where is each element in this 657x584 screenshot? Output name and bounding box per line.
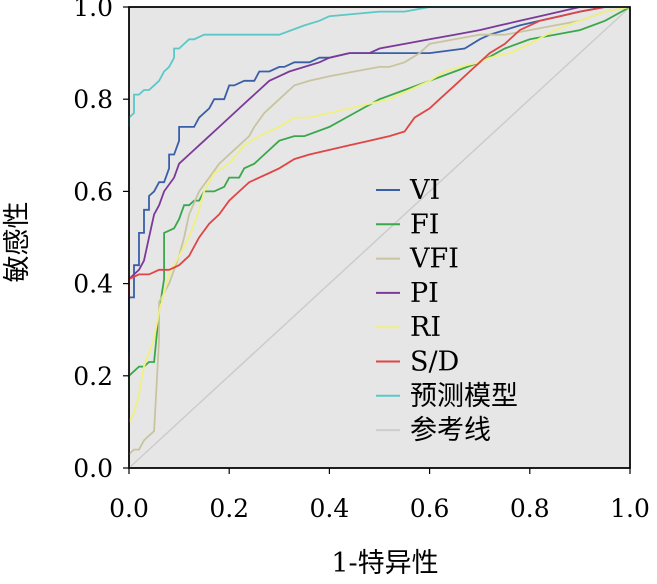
legend-label-5: S/D [410, 347, 459, 378]
legend-label-1: FI [410, 209, 439, 240]
series-line-7 [128, 6, 631, 469]
x-axis-title: 1-特异性 [331, 548, 438, 579]
y-tick-label: 0.0 [73, 454, 113, 483]
x-tick-label: 0.6 [410, 494, 450, 523]
y-tick-label: 0.2 [73, 362, 113, 391]
legend-label-7: 参考线 [410, 415, 491, 446]
legend-label-0: VI [409, 175, 440, 206]
y-axis-title: 敏感性 [2, 202, 33, 283]
legend-label-4: RI [410, 312, 441, 343]
tick-layer: 0.0 0.2 0.4 0.6 0.8 1.0 0.0 0.2 0.4 0.6 0.8 1.0 [73, 0, 650, 523]
x-tick-label: 0.4 [310, 494, 350, 523]
x-tick-label: 0.0 [109, 494, 149, 523]
series-line-1 [128, 6, 631, 385]
series-line-6 [128, 6, 630, 127]
legend-label-3: PI [410, 278, 439, 309]
series-line-3 [128, 6, 630, 280]
y-tick-label: 1.0 [73, 0, 113, 22]
x-tick-label: 0.2 [209, 494, 249, 523]
legend-label-2: VFI [409, 244, 459, 275]
y-tick-label: 0.6 [73, 177, 113, 206]
series-line-0 [128, 6, 630, 353]
legend-label-6: 预测模型 [410, 381, 518, 412]
series-layer [128, 6, 631, 469]
x-tick-label: 1.0 [610, 494, 650, 523]
y-tick-label: 0.8 [73, 85, 113, 114]
series-line-2 [128, 6, 631, 455]
plot-frame [128, 6, 631, 469]
series-line-4 [128, 6, 631, 423]
series-line-5 [128, 6, 630, 298]
y-tick-label: 0.4 [73, 270, 113, 299]
x-tick-label: 0.8 [510, 494, 550, 523]
